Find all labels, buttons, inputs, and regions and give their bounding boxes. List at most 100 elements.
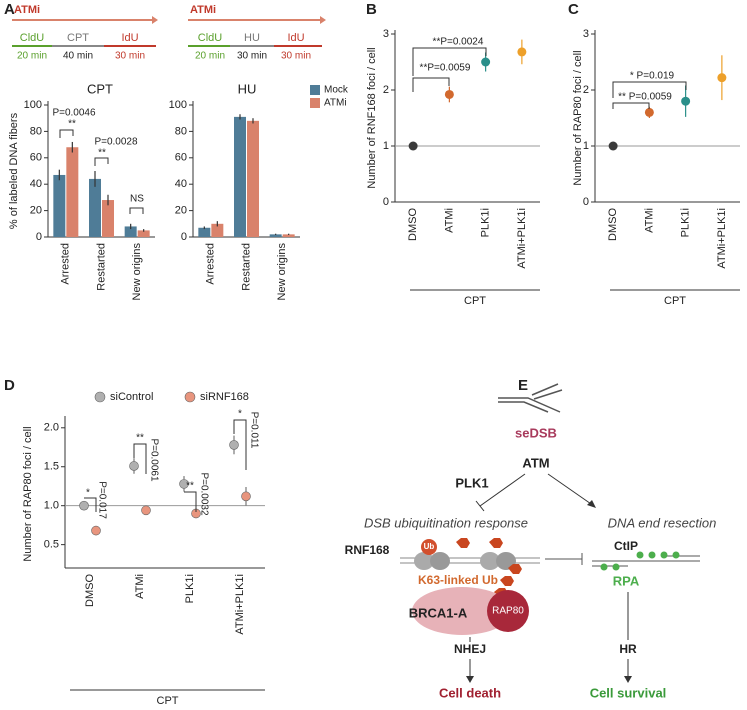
legend-label: siControl <box>110 391 153 403</box>
annotation: ** P=0.0059 <box>618 92 672 103</box>
nucleosome <box>480 552 500 570</box>
y-tick-label: 3 <box>383 28 389 40</box>
annotation: ** <box>136 433 144 444</box>
step-label: CPT <box>67 32 89 44</box>
y-axis-label: Number of RNF168 foci / cell <box>366 47 378 188</box>
y-axis-label: Number of RAP80 foci / cell <box>572 50 584 185</box>
step-label: CldU <box>198 32 223 44</box>
bar <box>66 147 79 237</box>
point <box>644 107 654 117</box>
group-label: CPT <box>157 695 179 707</box>
legend-swatch <box>94 391 106 403</box>
annotation: * <box>86 488 90 499</box>
annotation: P=0.0046 <box>52 108 96 119</box>
rpa-label: RPA <box>613 573 640 588</box>
annotation: P=0.0028 <box>94 137 138 148</box>
y-tick-label: 1.5 <box>44 461 59 473</box>
step-label: IdU <box>287 32 304 44</box>
rpa-dots <box>600 551 680 571</box>
x-tick-label: PLK1i <box>680 208 692 237</box>
y-tick-label: 40 <box>175 178 187 190</box>
ctip-label: CtIP <box>614 539 638 553</box>
ub-chain <box>456 538 522 598</box>
point <box>229 440 239 450</box>
annotation: **P=0.0024 <box>433 37 484 48</box>
panel-label: E <box>518 377 528 394</box>
legend-swatch <box>310 98 320 108</box>
step-time: 20 min <box>195 51 225 62</box>
significance-bracket <box>84 497 97 512</box>
panel-label: A <box>4 1 15 18</box>
bar <box>89 178 101 237</box>
bar <box>234 116 246 237</box>
y-tick-label: 20 <box>30 205 42 217</box>
x-tick-label: ATMi+PLK1i <box>234 574 246 635</box>
point <box>179 479 189 489</box>
bar <box>53 174 66 237</box>
annotation: P=0.011 <box>248 412 259 449</box>
y-tick-label: 100 <box>24 99 42 111</box>
plk1-label: PLK1 <box>455 475 488 490</box>
ub-icon <box>421 539 437 555</box>
schematic: ATMi CldU HU IdU 20 min 30 min 30 min <box>188 4 326 62</box>
x-tick-label: DMSO <box>84 574 96 607</box>
y-axis-label: Number of RAP80 foci / cell <box>22 426 34 561</box>
inhibitor-label: ATMi <box>14 4 40 16</box>
x-tick-label: ATMi+PLK1i <box>516 208 528 269</box>
pathway-label: DNA end resection <box>608 515 717 530</box>
significance-bracket <box>129 207 144 214</box>
x-tick-label: Arrested <box>60 243 72 285</box>
panel-label: B <box>366 1 377 18</box>
pathway-label: DSB ubiquitination response <box>364 515 528 530</box>
ub-label: Ub <box>424 542 435 551</box>
x-tick-label: New origins <box>131 243 143 301</box>
y-tick-label: 40 <box>30 178 42 190</box>
nhej-label: NHEJ <box>454 642 486 656</box>
y-tick-label: 0.5 <box>44 539 59 551</box>
group-label: CPT <box>464 295 486 307</box>
annotation: ** <box>68 119 76 130</box>
point <box>681 96 691 106</box>
annotation: P=0.0061 <box>148 438 159 482</box>
point <box>444 89 454 99</box>
x-tick-label: ATMi+PLK1i <box>716 208 728 269</box>
significance-bracket <box>184 491 197 512</box>
dsb-label: seDSB <box>515 425 557 440</box>
annotation: * P=0.019 <box>630 71 675 82</box>
y-tick-label: 2.0 <box>44 422 59 434</box>
rap80-label: RAP80 <box>492 606 524 617</box>
nucleosome <box>414 552 434 570</box>
x-tick-label: ATMi <box>134 574 146 599</box>
y-tick-label: 1.0 <box>44 500 59 512</box>
nucleosome <box>496 552 516 570</box>
y-tick-label: 60 <box>175 152 187 164</box>
bar <box>211 223 224 237</box>
significance-bracket <box>412 47 487 76</box>
x-tick-label: DMSO <box>407 208 419 241</box>
x-tick-label: PLK1i <box>184 574 196 603</box>
annotation: * <box>238 409 242 420</box>
y-tick-label: 0 <box>36 231 42 243</box>
y-tick-label: 2 <box>583 84 589 96</box>
arrow-head <box>587 500 596 508</box>
inhibit-line <box>479 473 526 507</box>
significance-bracket <box>94 157 109 166</box>
brca1a-label: BRCA1-A <box>409 605 468 620</box>
step-label: IdU <box>121 32 138 44</box>
legend-label: ATMi <box>324 98 347 109</box>
chart-title: CPT <box>87 81 113 96</box>
step-label: CldU <box>20 32 45 44</box>
annotation: P=0.017 <box>96 481 107 519</box>
nucleosome <box>430 552 450 570</box>
arrow-head <box>624 676 632 683</box>
arrow-head <box>320 16 326 24</box>
legend-label: siRNF168 <box>200 391 249 403</box>
step-time: 30 min <box>281 51 311 62</box>
step-time: 40 min <box>63 51 93 62</box>
panel-label: D <box>4 377 15 394</box>
hr-label: HR <box>619 642 637 656</box>
y-tick-label: 0 <box>181 231 187 243</box>
point <box>608 141 618 151</box>
x-tick-label: Arrested <box>205 243 217 285</box>
